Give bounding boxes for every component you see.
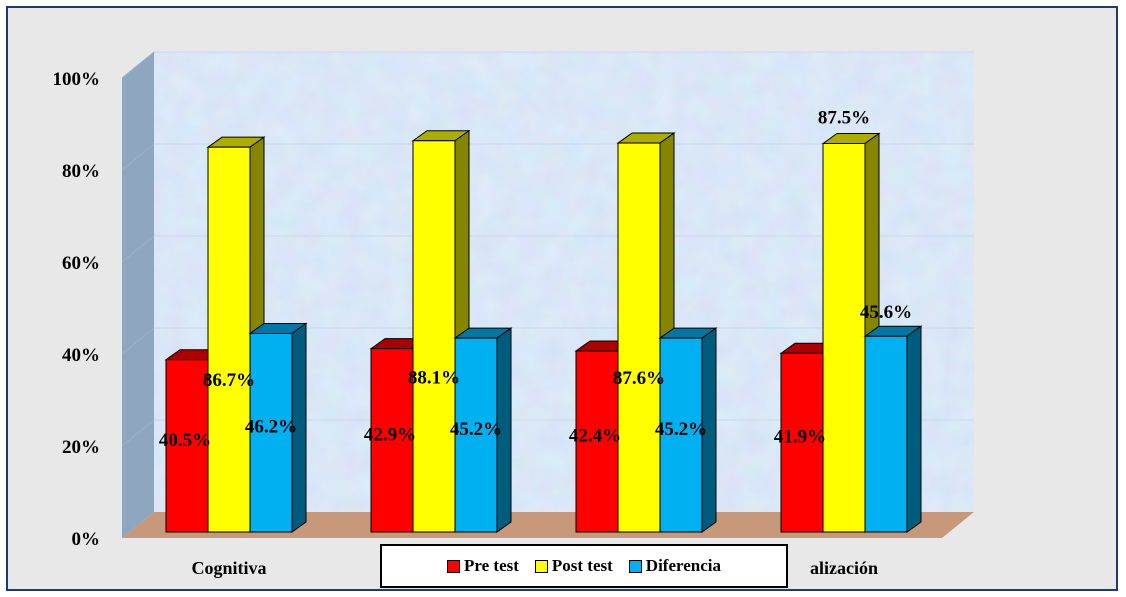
legend-label-diferencia: Diferencia	[645, 556, 722, 575]
bar-post-test	[412, 140, 456, 533]
legend-swatch-diferencia	[628, 559, 642, 573]
y-tick-label: 60%	[62, 253, 100, 274]
data-label: 40.5%	[159, 430, 211, 451]
bar-chart: 0% 20% 40% 60% 80% 100% 40.5% 42.9% 42.4% 41.9% 86…	[53, 51, 974, 578]
category-label: Cognitiva	[191, 558, 266, 578]
bar-pre-test	[780, 352, 824, 533]
bar-pre-test	[370, 348, 414, 533]
bar-diferencia	[454, 337, 498, 533]
data-label: 46.2%	[245, 417, 297, 438]
y-tick-label: 80%	[62, 161, 100, 182]
bar-pre-test	[575, 350, 619, 533]
legend: Pre test Post test Diferencia	[380, 544, 788, 588]
bar-diferencia	[249, 332, 293, 533]
legend-item-post-test: Post test	[534, 556, 613, 576]
chart-floor	[122, 512, 974, 538]
legend-item-diferencia: Diferencia	[628, 556, 722, 576]
y-tick-label: 100%	[53, 69, 101, 90]
data-label: 45.2%	[450, 419, 502, 440]
bar-diferencia	[659, 337, 703, 533]
data-label: 42.4%	[569, 425, 621, 446]
data-label: 87.5%	[818, 108, 870, 129]
bar-pre-test	[165, 359, 209, 533]
gridline-side	[121, 143, 155, 171]
gridline-side	[121, 235, 155, 263]
legend-swatch-pre-test	[446, 559, 460, 573]
data-label: 41.9%	[774, 427, 826, 448]
chart-frame: 0% 20% 40% 60% 80% 100% 40.5% 42.9% 42.4% 41.9% 86…	[6, 6, 1118, 591]
bar-side-face	[906, 325, 922, 533]
bar-post-test	[822, 143, 866, 533]
legend-label-pre-test: Pre test	[463, 556, 519, 575]
legend-item-pre-test: Pre test	[446, 556, 519, 576]
data-label: 88.1%	[408, 367, 460, 388]
category-label: alización	[810, 558, 878, 578]
data-label: 87.6%	[613, 368, 665, 389]
y-tick-label: 40%	[62, 345, 100, 366]
bar-post-test	[617, 142, 661, 533]
data-label: 86.7%	[203, 370, 255, 391]
chart-side-wall	[122, 52, 154, 538]
gridline-side	[121, 419, 155, 447]
gridline-side	[121, 51, 155, 79]
bar-post-test	[207, 146, 251, 533]
y-tick-label: 20%	[62, 437, 100, 458]
data-label: 45.2%	[655, 419, 707, 440]
legend-swatch-post-test	[534, 559, 548, 573]
y-tick-label: 0%	[72, 529, 101, 550]
data-label: 42.9%	[364, 424, 416, 445]
gridline-side	[121, 327, 155, 355]
legend-label-post-test: Post test	[551, 556, 613, 575]
data-label: 45.6%	[860, 302, 912, 323]
bar-diferencia	[864, 335, 908, 533]
